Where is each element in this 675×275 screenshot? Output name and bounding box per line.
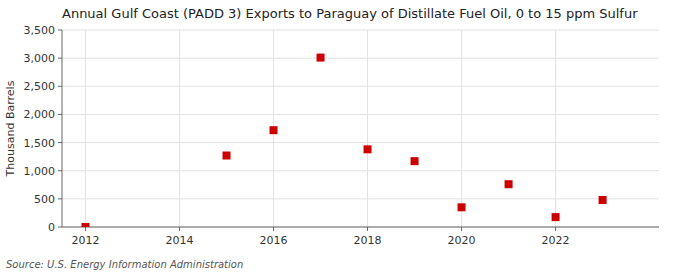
points [82, 54, 607, 227]
x-tick-label: 2020 [448, 234, 476, 247]
point [317, 54, 325, 62]
y-tick [58, 227, 62, 228]
point [82, 223, 90, 227]
y-grid-line [62, 30, 659, 31]
y-tick [58, 198, 62, 199]
point [411, 157, 419, 165]
x-tick [273, 227, 274, 231]
chart: 2012 2014 2016 2018 2020 2022 0 500 1,000 1,500 2,… [0, 0, 675, 275]
x-tick-label: 2014 [166, 234, 194, 247]
y-grid-line [62, 142, 659, 143]
y-axis-label: Thousand Barrels [4, 80, 17, 177]
point [552, 213, 560, 221]
y-tick-label: 500 [34, 193, 55, 206]
x-tick-label: 2018 [354, 234, 382, 247]
y-tick-label: 0 [48, 221, 55, 234]
y-grid-line [62, 86, 659, 87]
point [599, 196, 607, 204]
y-tick-label: 1,500 [24, 137, 56, 150]
x-axis-line [62, 227, 659, 228]
x-grid-line [461, 30, 462, 227]
x-tick [555, 227, 556, 231]
x-tick [179, 227, 180, 231]
y-tick-label: 3,000 [24, 52, 56, 65]
axes: 2012 2014 2016 2018 2020 2022 0 500 1,000 1,500 2,… [24, 24, 660, 247]
x-tick-label: 2012 [72, 234, 100, 247]
point [223, 152, 231, 160]
x-tick-label: 2022 [542, 234, 570, 247]
y-tick-label: 2,000 [24, 108, 56, 121]
x-tick [461, 227, 462, 231]
y-tick-label: 2,500 [24, 80, 56, 93]
y-tick [58, 30, 62, 31]
y-tick-label: 3,500 [24, 24, 56, 37]
x-tick-label: 2016 [260, 234, 288, 247]
y-tick [58, 58, 62, 59]
y-tick [58, 86, 62, 87]
x-grid-line [179, 30, 180, 227]
point [364, 145, 372, 153]
y-tick [58, 142, 62, 143]
y-grid-line [62, 170, 659, 171]
y-tick [58, 170, 62, 171]
title: Annual Gulf Coast (PADD 3) Exports to Pa… [62, 6, 638, 21]
y-grid-line [62, 227, 659, 228]
point [505, 180, 513, 188]
source-note: Source: U.S. Energy Information Administ… [6, 259, 243, 270]
x-grid-line [367, 30, 368, 227]
x-grid-line [555, 30, 556, 227]
y-grid-line [62, 58, 659, 59]
grid [62, 30, 659, 227]
x-grid-line [85, 30, 86, 227]
y-grid-line [62, 198, 659, 199]
y-tick [58, 114, 62, 115]
y-tick-label: 1,000 [24, 165, 56, 178]
y-grid-line [62, 114, 659, 115]
x-tick [85, 227, 86, 231]
x-tick [367, 227, 368, 231]
y-axis-line [62, 30, 63, 227]
point [458, 203, 466, 211]
point [270, 126, 278, 134]
